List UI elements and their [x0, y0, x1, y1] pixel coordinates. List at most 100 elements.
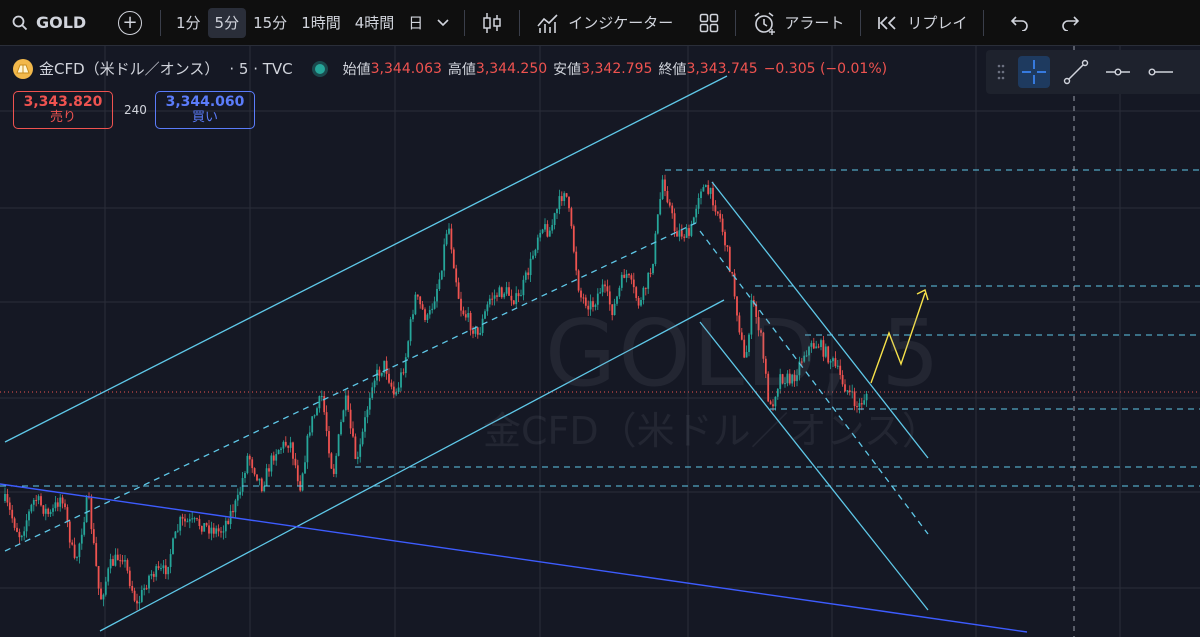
candle-body — [592, 301, 594, 307]
candle-body — [544, 224, 546, 230]
candle-body — [239, 491, 242, 495]
layout-button[interactable] — [691, 0, 727, 46]
candle-body — [354, 436, 357, 459]
candle-body — [481, 318, 484, 333]
crosshair-tool[interactable] — [1018, 56, 1050, 88]
candle-body — [222, 531, 225, 533]
candle-body — [575, 251, 578, 271]
candle-body — [301, 473, 304, 491]
candle-body — [606, 286, 609, 292]
candle-body — [522, 279, 525, 296]
candle-body — [210, 527, 213, 534]
candle-body — [805, 355, 808, 357]
candle-body — [733, 273, 736, 297]
buy-button[interactable]: 3,344.060 買い — [155, 91, 255, 129]
toolbar-divider — [860, 9, 862, 36]
candle-body — [200, 525, 203, 532]
horizontal-line-icon — [1148, 68, 1173, 76]
candle-body — [716, 211, 719, 214]
interval-15m[interactable]: 15分 — [253, 14, 288, 32]
candle-body — [676, 231, 678, 237]
candle-body — [784, 383, 786, 385]
candle-body — [448, 228, 450, 234]
candle-body — [827, 346, 830, 363]
horizontal-ray-tool[interactable] — [1102, 56, 1134, 88]
candle-body — [104, 581, 107, 595]
legend-symbol-name[interactable]: 金CFD（米ドル／オンス） — [39, 60, 220, 78]
interval-dropdown[interactable] — [430, 8, 456, 38]
candle-body — [527, 272, 530, 276]
candle-body — [628, 273, 630, 276]
candle-body — [37, 496, 40, 501]
replay-button[interactable]: リプレイ — [869, 0, 975, 46]
trend-line-icon — [1063, 59, 1089, 85]
interval-1m[interactable]: 1分 — [176, 14, 201, 32]
interval-5m[interactable]: 5分 — [207, 7, 247, 38]
redo-button[interactable] — [1052, 0, 1088, 46]
horizontal-line-tool[interactable] — [1144, 56, 1176, 88]
candle-body — [208, 525, 210, 534]
sell-button[interactable]: 3,343.820 売り — [13, 91, 113, 129]
trend-line-tool[interactable] — [1060, 56, 1092, 88]
candle-body — [520, 295, 522, 297]
alert-button[interactable]: アラート — [744, 0, 852, 46]
candle-body — [532, 255, 534, 259]
candle-body — [728, 246, 731, 273]
candle-body — [529, 258, 532, 276]
candle-body — [712, 187, 714, 206]
interval-day[interactable]: 日 — [408, 14, 424, 32]
drag-handle-icon — [997, 64, 1005, 80]
add-symbol-button[interactable]: + — [108, 0, 152, 46]
alarm-clock-icon — [754, 11, 776, 35]
candle-body — [95, 543, 98, 566]
candle-body — [193, 518, 196, 520]
chart-type-button[interactable] — [473, 0, 511, 46]
candle-body — [380, 372, 383, 376]
candle-body — [548, 230, 551, 237]
candle-body — [860, 403, 863, 405]
drag-handle[interactable] — [994, 56, 1008, 88]
price-chart[interactable] — [0, 46, 1200, 637]
indicators-button[interactable]: インジケーター — [528, 0, 681, 46]
candle-body — [352, 428, 354, 437]
candle-body — [205, 523, 208, 526]
candle-body — [433, 301, 436, 309]
candle-body — [853, 391, 856, 407]
candle-body — [844, 384, 846, 392]
replay-icon — [878, 15, 896, 30]
candle-body — [131, 585, 134, 591]
candle-body — [673, 213, 676, 232]
candle-body — [839, 365, 842, 375]
candle-body — [810, 343, 813, 347]
candle-body — [829, 361, 832, 363]
candle-body — [340, 421, 342, 435]
candle-body — [822, 340, 825, 357]
candle-body — [256, 474, 258, 481]
candle-body — [306, 435, 309, 463]
candle-body — [126, 560, 129, 571]
gold-logo-icon — [13, 58, 33, 79]
candle-body — [714, 205, 717, 212]
candle-body — [157, 566, 160, 569]
candle-body — [128, 570, 131, 586]
symbol-search[interactable]: GOLD — [0, 0, 108, 46]
candle-body — [772, 404, 774, 407]
candle-body — [493, 295, 496, 299]
candle-body — [503, 293, 506, 298]
candle-body — [640, 299, 642, 306]
candle-body — [551, 224, 554, 231]
candle-body — [428, 310, 431, 315]
candle-body — [4, 494, 6, 501]
candle-body — [707, 184, 710, 194]
top-toolbar: GOLD + 1分 5分 15分 1時間 4時間 日 — [0, 0, 1200, 46]
candle-body — [78, 543, 81, 558]
open-label: 始値 — [342, 61, 371, 78]
undo-button[interactable] — [1002, 0, 1038, 46]
watermark-name: 金CFD（米ドル／オンス） — [483, 409, 940, 453]
candle-body — [625, 273, 628, 278]
candle-body — [467, 312, 470, 318]
candle-body — [560, 196, 563, 202]
candle-body — [323, 396, 326, 413]
interval-1h[interactable]: 1時間 — [301, 14, 341, 32]
interval-4h[interactable]: 4時間 — [354, 14, 395, 32]
